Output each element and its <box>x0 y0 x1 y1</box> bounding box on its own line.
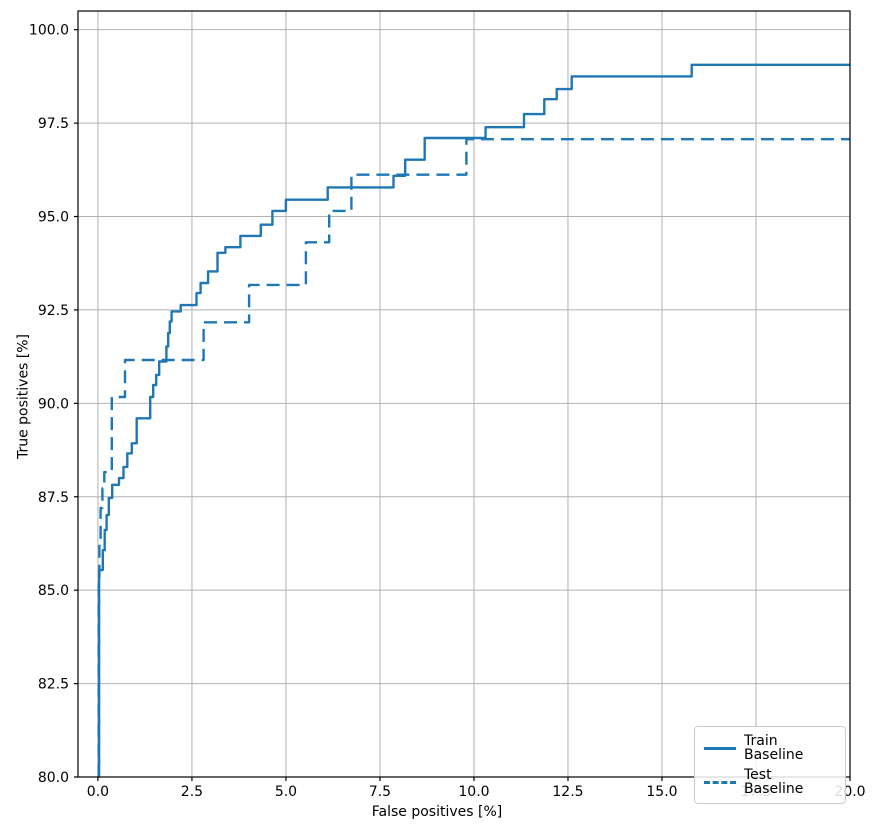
x-tick-label: 0.0 <box>87 784 109 800</box>
x-tick-label: 2.5 <box>181 784 203 800</box>
train-line-sample-icon <box>704 746 736 750</box>
y-tick-label: 87.5 <box>38 490 69 506</box>
y-tick-label: 85.0 <box>38 583 69 599</box>
x-tick-label: 7.5 <box>369 784 391 800</box>
y-tick-label: 95.0 <box>38 210 69 226</box>
train-baseline-line <box>97 63 850 777</box>
y-axis-label-text: True positives [%] <box>15 333 32 460</box>
x-tick-label: 15.0 <box>646 784 677 800</box>
y-tick-label: 97.5 <box>38 116 69 132</box>
y-tick-label: 100.0 <box>29 23 69 39</box>
x-tick-label: 5.0 <box>275 784 297 800</box>
y-tick-label: 92.5 <box>38 303 69 319</box>
axes-spines <box>77 10 851 778</box>
legend-item-test: Test Baseline <box>704 768 835 796</box>
legend-label-train: Train Baseline <box>744 733 804 763</box>
legend-label-test: Test Baseline <box>744 767 804 797</box>
x-tick-label: 10.0 <box>458 784 489 800</box>
y-axis-label: True positives [%] <box>13 317 32 477</box>
y-tick-label: 82.5 <box>38 677 69 693</box>
legend-item-train: Train Baseline <box>704 734 835 762</box>
y-tick-label: 90.0 <box>38 396 69 412</box>
test-baseline-line <box>97 138 850 777</box>
x-tick-label: 12.5 <box>552 784 583 800</box>
y-tick-label: 80.0 <box>38 770 69 786</box>
test-line-sample-icon <box>704 780 736 784</box>
x-axis-label: False positives [%] <box>371 804 503 820</box>
legend: Train Baseline Test Baseline <box>694 726 846 804</box>
